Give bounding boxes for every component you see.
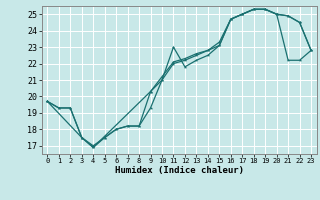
X-axis label: Humidex (Indice chaleur): Humidex (Indice chaleur) bbox=[115, 166, 244, 175]
